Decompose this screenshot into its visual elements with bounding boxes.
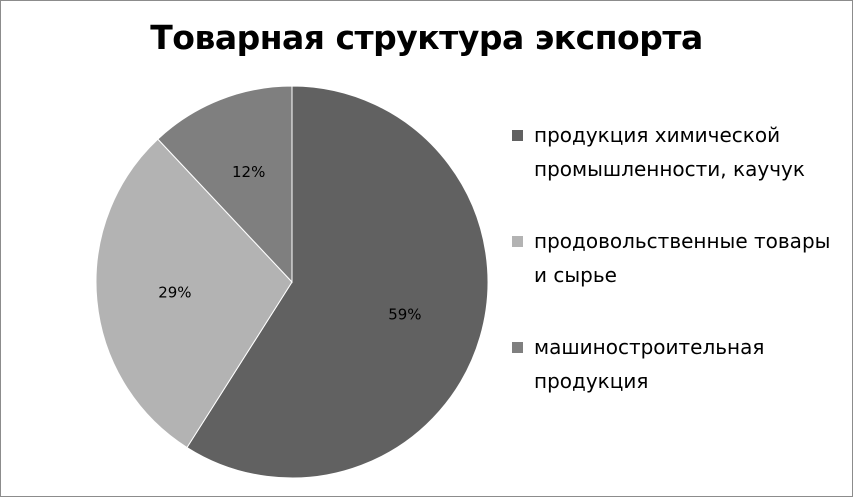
legend-label-machinery-line2: продукция	[534, 369, 649, 393]
pie-slice-food	[95, 138, 293, 449]
legend-item-machinery: машиностроительная продукция	[512, 330, 842, 398]
legend-swatch-food	[512, 236, 523, 247]
legend-label-machinery-line1: машиностроительная	[534, 335, 765, 359]
legend-swatch-chemical	[512, 130, 523, 141]
chart-title: Товарная структура экспорта	[150, 18, 703, 57]
legend-label-chemical-line1: продукция химической	[534, 123, 781, 147]
data-label-machinery: 12%	[232, 163, 265, 181]
legend-label-food-line2: и сырье	[534, 263, 617, 287]
data-label-food: 29%	[158, 284, 191, 302]
pie-slice-chemical	[186, 85, 489, 479]
legend-item-food: продовольственные товары и сырье	[512, 224, 842, 292]
legend-swatch-machinery	[512, 342, 523, 353]
legend-label-chemical-line2: промышленности, каучук	[534, 157, 805, 181]
legend-label-food-line1: продовольственные товары	[534, 229, 831, 253]
data-label-chemical: 59%	[388, 305, 421, 323]
legend-item-chemical: продукция химической промышленности, кау…	[512, 118, 842, 186]
legend: продукция химической промышленности, кау…	[512, 118, 842, 398]
pie-slice-machinery	[157, 85, 293, 284]
